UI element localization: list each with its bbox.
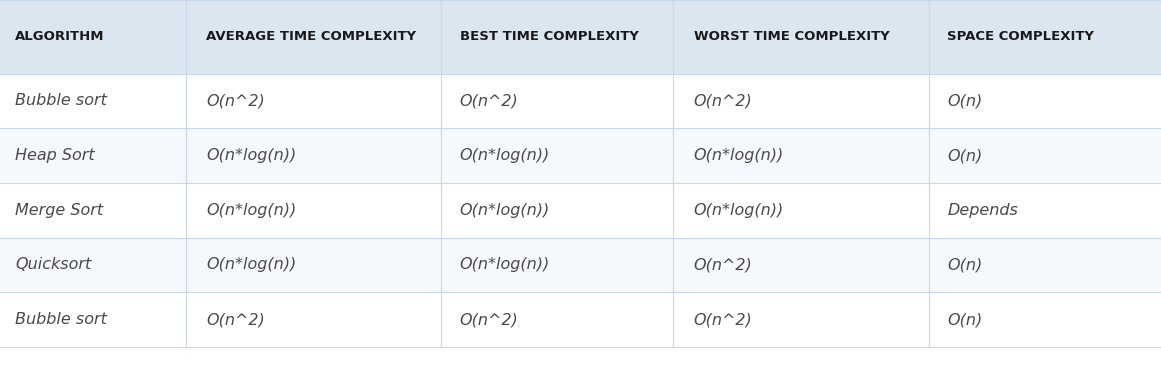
Text: Depends: Depends <box>947 203 1018 218</box>
Text: O(n*log(n)): O(n*log(n)) <box>460 148 550 163</box>
Bar <box>441 0 673 74</box>
Bar <box>441 238 673 292</box>
Text: BEST TIME COMPLEXITY: BEST TIME COMPLEXITY <box>460 30 639 43</box>
Text: O(n*log(n)): O(n*log(n)) <box>207 148 296 163</box>
Bar <box>673 74 929 128</box>
Text: Bubble sort: Bubble sort <box>15 93 107 108</box>
Bar <box>673 0 929 74</box>
Bar <box>0 183 186 238</box>
Text: O(n*log(n)): O(n*log(n)) <box>207 257 296 272</box>
Bar <box>186 74 441 128</box>
Text: AVERAGE TIME COMPLEXITY: AVERAGE TIME COMPLEXITY <box>207 30 417 43</box>
Text: O(n): O(n) <box>947 257 982 272</box>
Text: O(n): O(n) <box>947 312 982 327</box>
Bar <box>929 0 1161 74</box>
Bar <box>186 0 441 74</box>
Bar <box>186 183 441 238</box>
Bar <box>673 183 929 238</box>
Bar <box>186 292 441 347</box>
Text: SPACE COMPLEXITY: SPACE COMPLEXITY <box>947 30 1095 43</box>
Bar <box>0 74 186 128</box>
Text: O(n^2): O(n^2) <box>207 312 265 327</box>
Text: O(n^2): O(n^2) <box>460 93 519 108</box>
Text: O(n*log(n)): O(n*log(n)) <box>207 203 296 218</box>
Bar <box>441 292 673 347</box>
Bar <box>186 128 441 183</box>
Text: Bubble sort: Bubble sort <box>15 312 107 327</box>
Bar <box>673 238 929 292</box>
Text: Heap Sort: Heap Sort <box>15 148 94 163</box>
Bar <box>441 128 673 183</box>
Bar <box>441 74 673 128</box>
Text: O(n): O(n) <box>947 148 982 163</box>
Text: O(n^2): O(n^2) <box>460 312 519 327</box>
Text: O(n^2): O(n^2) <box>207 93 265 108</box>
Text: WORST TIME COMPLEXITY: WORST TIME COMPLEXITY <box>694 30 889 43</box>
Text: O(n^2): O(n^2) <box>694 257 752 272</box>
Bar <box>929 183 1161 238</box>
Text: Merge Sort: Merge Sort <box>15 203 103 218</box>
Bar <box>0 238 186 292</box>
Bar <box>441 183 673 238</box>
Bar <box>186 238 441 292</box>
Text: O(n*log(n)): O(n*log(n)) <box>694 203 784 218</box>
Bar <box>673 292 929 347</box>
Bar <box>0 0 186 74</box>
Text: O(n*log(n)): O(n*log(n)) <box>694 148 784 163</box>
Bar <box>0 292 186 347</box>
Text: O(n*log(n)): O(n*log(n)) <box>460 203 550 218</box>
Bar <box>0 128 186 183</box>
Bar <box>673 128 929 183</box>
Bar <box>929 292 1161 347</box>
Text: O(n): O(n) <box>947 93 982 108</box>
Bar <box>929 238 1161 292</box>
Text: ALGORITHM: ALGORITHM <box>15 30 104 43</box>
Text: O(n^2): O(n^2) <box>694 93 752 108</box>
Bar <box>929 74 1161 128</box>
Text: Quicksort: Quicksort <box>15 257 91 272</box>
Text: O(n*log(n)): O(n*log(n)) <box>460 257 550 272</box>
Bar <box>929 128 1161 183</box>
Text: O(n^2): O(n^2) <box>694 312 752 327</box>
